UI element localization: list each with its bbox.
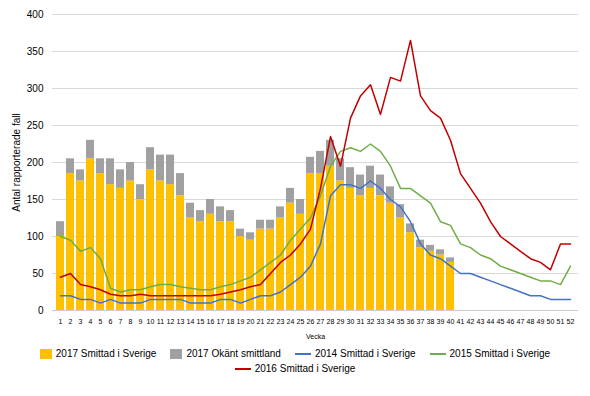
html-text:2016 Smittad i Sverige: 2016 Smittad i Sverige <box>254 363 356 374</box>
svg-text:43: 43 <box>477 318 485 325</box>
svg-text:15: 15 <box>197 318 205 325</box>
svg-text:26: 26 <box>307 318 315 325</box>
svg-text:50: 50 <box>547 318 555 325</box>
svg-text:42: 42 <box>467 318 475 325</box>
svg-text:25: 25 <box>297 318 305 325</box>
svg-text:5: 5 <box>99 318 103 325</box>
svg-text:35: 35 <box>397 318 405 325</box>
svg-text:41: 41 <box>457 318 465 325</box>
svg-text:350: 350 <box>27 46 44 57</box>
svg-text:100: 100 <box>27 231 44 242</box>
svg-text:16: 16 <box>207 318 215 325</box>
svg-text:24: 24 <box>287 318 295 325</box>
svg-text:0: 0 <box>38 305 44 316</box>
svg-text:22: 22 <box>267 318 275 325</box>
svg-text:400: 400 <box>27 9 44 20</box>
svg-text:18: 18 <box>227 318 235 325</box>
svg-text:Vecka: Vecka <box>306 333 325 340</box>
svg-text:2: 2 <box>69 318 73 325</box>
svg-text:47: 47 <box>517 318 525 325</box>
svg-text:300: 300 <box>27 83 44 94</box>
svg-text:29: 29 <box>337 318 345 325</box>
svg-text:8: 8 <box>129 318 133 325</box>
svg-text:12: 12 <box>167 318 175 325</box>
svg-text:50: 50 <box>32 268 44 279</box>
svg-text:23: 23 <box>277 318 285 325</box>
html-text:2014 Smittad i Sverige: 2014 Smittad i Sverige <box>314 348 416 359</box>
svg-text:14: 14 <box>187 318 195 325</box>
svg-text:31: 31 <box>357 318 365 325</box>
svg-text:21: 21 <box>257 318 265 325</box>
svg-text:30: 30 <box>347 318 355 325</box>
svg-text:150: 150 <box>27 194 44 205</box>
svg-text:46: 46 <box>507 318 515 325</box>
svg-text:20: 20 <box>247 318 255 325</box>
svg-text:10: 10 <box>147 318 155 325</box>
svg-text:51: 51 <box>557 318 565 325</box>
html-text:2017 Smittad i Sverige: 2017 Smittad i Sverige <box>55 348 157 359</box>
svg-text:4: 4 <box>89 318 93 325</box>
html-text:2017 Okänt smittland: 2017 Okänt smittland <box>186 348 281 359</box>
svg-text:39: 39 <box>437 318 445 325</box>
svg-text:36: 36 <box>407 318 415 325</box>
svg-text:3: 3 <box>79 318 83 325</box>
svg-text:52: 52 <box>567 318 575 325</box>
svg-text:33: 33 <box>377 318 385 325</box>
svg-text:28: 28 <box>327 318 335 325</box>
svg-text:48: 48 <box>527 318 535 325</box>
svg-text:Antal rapporterade fall: Antal rapporterade fall <box>11 113 22 211</box>
svg-text:1: 1 <box>59 318 63 325</box>
svg-text:44: 44 <box>487 318 495 325</box>
svg-text:19: 19 <box>237 318 245 325</box>
svg-text:13: 13 <box>177 318 185 325</box>
svg-text:34: 34 <box>387 318 395 325</box>
svg-text:200: 200 <box>27 157 44 168</box>
svg-text:49: 49 <box>537 318 545 325</box>
svg-text:32: 32 <box>367 318 375 325</box>
svg-text:6: 6 <box>109 318 113 325</box>
svg-text:27: 27 <box>317 318 325 325</box>
svg-text:40: 40 <box>447 318 455 325</box>
svg-text:45: 45 <box>497 318 505 325</box>
svg-text:17: 17 <box>217 318 225 325</box>
html-text:2015 Smittad i Sverige: 2015 Smittad i Sverige <box>449 348 551 359</box>
svg-text:9: 9 <box>139 318 143 325</box>
svg-text:7: 7 <box>119 318 123 325</box>
svg-text:250: 250 <box>27 120 44 131</box>
svg-text:37: 37 <box>417 318 425 325</box>
svg-text:11: 11 <box>157 318 164 325</box>
svg-text:38: 38 <box>427 318 435 325</box>
